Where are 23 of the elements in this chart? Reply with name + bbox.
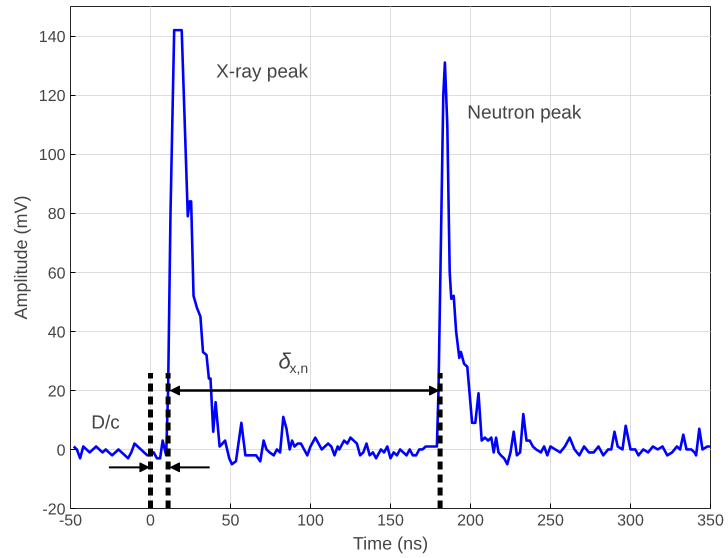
line-series (72, 28, 710, 466)
y-tick-label: 140 (38, 29, 66, 46)
x-tick-label: 50 (222, 512, 240, 530)
x-axis-title: Time (ns) (352, 534, 428, 554)
y-tick-label: 20 (48, 383, 66, 400)
annotation: Neutron peak (467, 102, 582, 124)
y-tick-label: 80 (48, 206, 66, 224)
y-tick-label: 40 (48, 324, 66, 342)
y-tick-label: -20 (42, 502, 66, 518)
x-tick-label: 250 (537, 512, 564, 530)
y-tick-label: 0 (56, 442, 66, 460)
x-tick-label: 0 (146, 512, 156, 530)
annotation: X-ray peak (216, 61, 308, 82)
y-axis-title: Amplitude (mV) (10, 195, 31, 320)
x-tick-label: 100 (297, 512, 324, 530)
x-tick-label: 350 (697, 512, 724, 530)
y-tick-label: 120 (38, 88, 66, 106)
y-tick-label: 100 (38, 147, 66, 164)
annotation: D/c (91, 412, 120, 434)
y-tick-label: 60 (48, 265, 66, 282)
x-tick-label: 150 (377, 512, 404, 530)
x-tick-label: 300 (617, 512, 644, 530)
x-tick-label: 200 (457, 512, 484, 530)
